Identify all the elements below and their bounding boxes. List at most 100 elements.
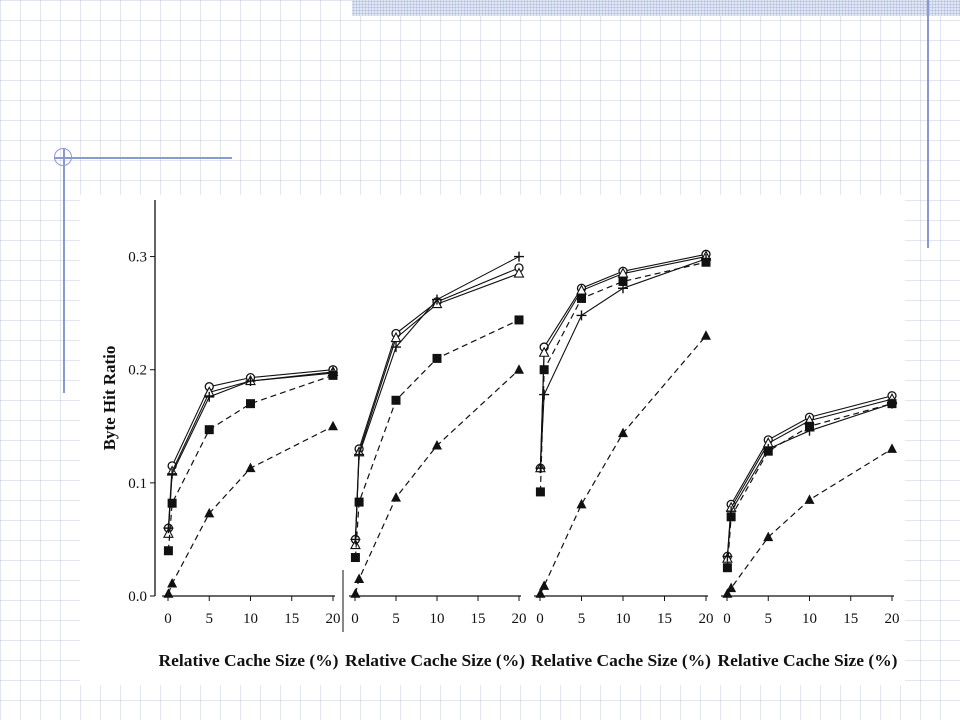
y-tick-label: 0.2: [128, 363, 147, 379]
x-tick-label: 20: [326, 611, 341, 627]
x-tick-label: 0: [164, 611, 172, 627]
data-point-square: [726, 512, 736, 522]
data-point-plus: [350, 534, 361, 545]
x-tick-label: 10: [616, 611, 631, 627]
x-tick-label: 10: [243, 611, 258, 627]
horizontal-rule: [54, 157, 232, 159]
data-point-square: [514, 315, 524, 325]
chart-panel-4: 0 5 10 15 20 Relative Cache Size (%): [718, 391, 900, 670]
series-line: [167, 369, 334, 529]
data-point-plus: [722, 551, 733, 562]
data-point-square: [535, 487, 545, 497]
data-point-triangle: [701, 330, 711, 340]
x-tick-label: 5: [392, 611, 400, 627]
data-point-triangle: [804, 494, 815, 504]
series-line: [167, 425, 334, 594]
series-line: [726, 403, 893, 568]
x-axis-title: Relative Cache Size (%): [345, 651, 525, 670]
x-tick-label: 20: [699, 611, 714, 627]
data-point-square: [805, 421, 814, 431]
vertical-rule-left: [63, 148, 65, 393]
data-point-plus: [514, 251, 524, 262]
vertical-rule-right: [927, 0, 929, 248]
data-point-square: [539, 365, 549, 375]
x-tick-label: 20: [885, 611, 900, 627]
x-tick-label: 5: [765, 611, 773, 627]
data-point-triangle: [539, 580, 550, 590]
data-point-triangle: [354, 573, 365, 584]
data-point-triangle: [726, 582, 737, 593]
data-point-square: [391, 395, 401, 405]
y-tick-label: 0.1: [128, 476, 147, 492]
x-tick-label: 15: [284, 611, 299, 627]
series-line: [539, 261, 707, 492]
data-point-square: [354, 497, 364, 507]
series-line: [167, 372, 334, 529]
y-tick-label: 0.0: [128, 589, 147, 605]
data-point-triangle: [350, 588, 361, 598]
series-line: [354, 267, 520, 540]
data-point-triangle: [328, 420, 338, 431]
data-point-triangle: [432, 440, 442, 450]
data-point-triangle: [722, 588, 733, 598]
x-axis-title: Relative Cache Size (%): [159, 651, 339, 670]
x-tick-label: 0: [723, 611, 731, 627]
x-axis-title: Relative Cache Size (%): [718, 651, 898, 670]
data-point-triangle: [163, 588, 174, 598]
data-point-square: [328, 370, 338, 380]
data-point-square: [167, 498, 177, 508]
chart-panel-1: 0 5 10 15 20 Relative Cache Size (%) 0.0 0.1 0.2…: [100, 200, 341, 670]
y-tick-label: 0.3: [128, 250, 147, 266]
data-point-triangle: [618, 427, 628, 438]
data-point-square: [722, 563, 732, 573]
data-point-plus: [432, 294, 442, 305]
data-point-plus: [245, 376, 256, 387]
x-tick-label: 0: [351, 611, 359, 627]
header-band: [352, 0, 960, 16]
data-point-plus: [576, 310, 587, 321]
series-line: [354, 273, 520, 546]
data-point-plus: [391, 342, 401, 353]
data-point-square: [350, 553, 360, 563]
data-point-square: [163, 546, 173, 556]
data-point-square: [432, 353, 442, 363]
data-point-plus: [535, 463, 546, 474]
data-point-plus: [163, 523, 174, 534]
data-point-plus: [354, 449, 365, 460]
series-line: [354, 369, 520, 594]
x-axis-title: Relative Cache Size (%): [531, 651, 711, 670]
x-tick-label: 5: [206, 611, 214, 627]
data-point-square: [246, 399, 255, 409]
data-point-triangle: [763, 531, 774, 542]
chart-panel-3: 0 5 10 15 20 Relative Cache Size (%): [531, 249, 714, 670]
data-point-triangle-open: [538, 346, 550, 357]
data-point-triangle-open: [513, 267, 525, 278]
data-point-plus: [204, 391, 215, 402]
x-tick-label: 15: [843, 611, 858, 627]
data-point-square: [887, 399, 897, 409]
data-point-triangle-open: [390, 331, 402, 343]
data-point-triangle: [576, 498, 587, 509]
data-point-square: [577, 293, 586, 303]
chart-panel-2: 0 5 10 15 20 Relative Cache Size (%): [342, 251, 527, 670]
series-line: [167, 371, 334, 534]
x-tick-label: 15: [471, 611, 486, 627]
data-point-triangle: [514, 364, 524, 374]
x-tick-label: 10: [430, 611, 445, 627]
data-point-square: [618, 276, 628, 286]
data-point-triangle: [204, 507, 215, 518]
x-tick-label: 15: [657, 611, 672, 627]
x-tick-label: 20: [512, 611, 527, 627]
data-point-plus: [539, 389, 550, 400]
y-axis-title: Byte Hit Ratio: [100, 346, 119, 451]
series-line: [539, 335, 707, 594]
data-point-square: [204, 425, 214, 435]
data-point-triangle: [167, 578, 178, 588]
x-tick-label: 10: [802, 611, 817, 627]
data-point-square: [763, 446, 773, 456]
data-point-square: [701, 257, 711, 267]
data-point-triangle: [391, 492, 401, 502]
data-point-triangle: [887, 443, 897, 453]
data-point-triangle: [245, 462, 256, 473]
data-point-triangle: [535, 588, 546, 598]
